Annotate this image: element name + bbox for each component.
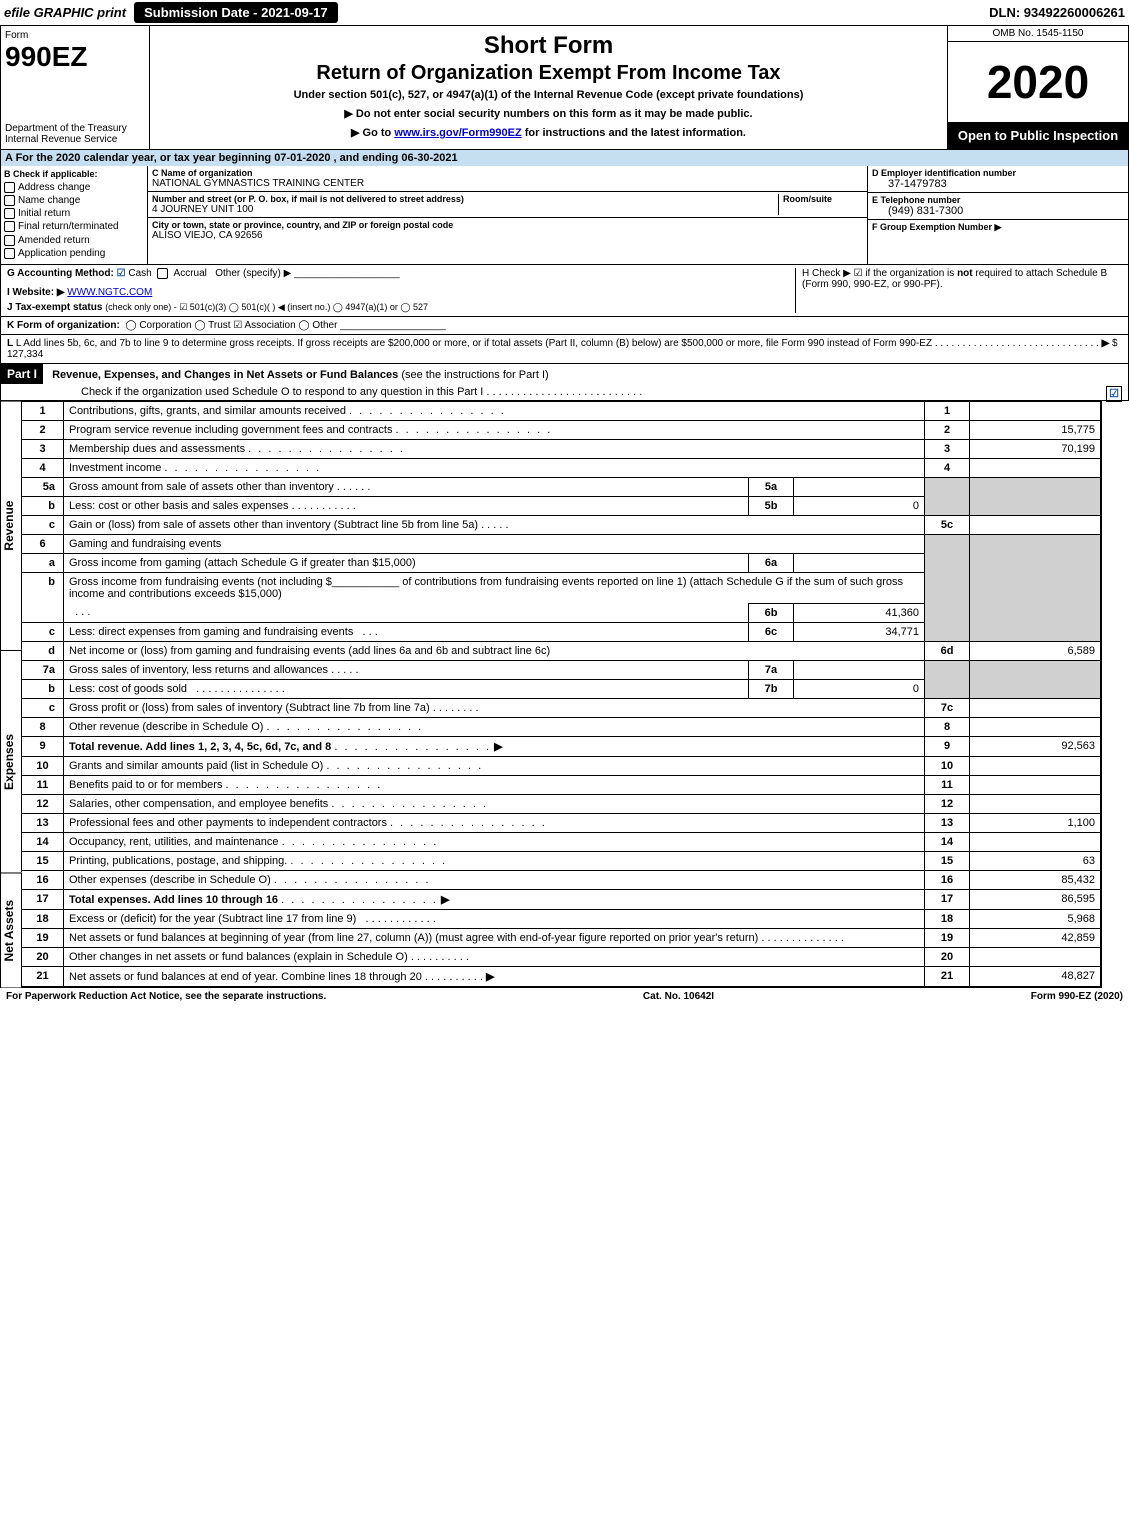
tax-year-row: A For the 2020 calendar year, or tax yea…: [0, 150, 1129, 166]
chk-final-return[interactable]: Final return/terminated: [4, 221, 144, 232]
line-8: 8Other revenue (describe in Schedule O) …: [22, 717, 1101, 736]
line-1: 1Contributions, gifts, grants, and simil…: [22, 401, 1101, 420]
part1-table-wrapper: Revenue Expenses Net Assets 1Contributio…: [0, 401, 1102, 988]
chk-address-change[interactable]: Address change: [4, 182, 144, 193]
section-i: I Website: ▶ WWW.NGTC.COM: [7, 287, 795, 298]
line-21: 21Net assets or fund balances at end of …: [22, 966, 1101, 986]
line-6b: bGross income from fundraising events (n…: [22, 572, 1101, 603]
footer-left: For Paperwork Reduction Act Notice, see …: [6, 991, 326, 1002]
side-label-netassets: Net Assets: [1, 872, 22, 987]
line-5b: bLess: cost or other basis and sales exp…: [22, 496, 1101, 515]
line-3: 3Membership dues and assessments 370,199: [22, 439, 1101, 458]
line-20: 20Other changes in net assets or fund ba…: [22, 947, 1101, 966]
line-15: 15Printing, publications, postage, and s…: [22, 851, 1101, 870]
section-l: L L Add lines 5b, 6c, and 7b to line 9 t…: [1, 335, 1128, 363]
page-footer: For Paperwork Reduction Act Notice, see …: [0, 988, 1129, 1005]
line-7b: bLess: cost of goods sold . . . . . . . …: [22, 679, 1101, 698]
part1-header: Part I Revenue, Expenses, and Changes in…: [0, 364, 1129, 401]
side-label-expenses: Expenses: [1, 650, 22, 872]
sections-d-e-f: D Employer identification number 37-1479…: [868, 166, 1128, 264]
line-6d: dNet income or (loss) from gaming and fu…: [22, 641, 1101, 660]
chk-initial-return[interactable]: Initial return: [4, 208, 144, 219]
city-state-zip: ALISO VIEJO, CA 92656: [152, 230, 863, 241]
row-g-h: G Accounting Method: ☑ Cash Accrual Othe…: [1, 265, 1128, 317]
part1-table: 1Contributions, gifts, grants, and simil…: [22, 401, 1101, 987]
line-17: 17Total expenses. Add lines 10 through 1…: [22, 889, 1101, 909]
irs-link[interactable]: www.irs.gov/Form990EZ: [394, 127, 521, 139]
tax-year: 2020: [948, 42, 1128, 122]
section-b-title: B Check if applicable:: [4, 169, 144, 179]
irs-label: Internal Revenue Service: [5, 134, 145, 145]
form-header: Form 990EZ Department of the Treasury In…: [0, 26, 1129, 150]
line-5a: 5aGross amount from sale of assets other…: [22, 477, 1101, 496]
ein: 37-1479783: [872, 178, 1124, 190]
line-10: 10Grants and similar amounts paid (list …: [22, 756, 1101, 775]
line-13: 13Professional fees and other payments t…: [22, 813, 1101, 832]
title-return: Return of Organization Exempt From Incom…: [158, 62, 939, 85]
section-g: G Accounting Method: ☑ Cash Accrual Othe…: [7, 268, 795, 313]
subtitle: Under section 501(c), 527, or 4947(a)(1)…: [158, 89, 939, 101]
line-2: 2Program service revenue including gover…: [22, 420, 1101, 439]
line-7c: cGross profit or (loss) from sales of in…: [22, 698, 1101, 717]
line-16: 16Other expenses (describe in Schedule O…: [22, 870, 1101, 889]
line-9: 9Total revenue. Add lines 1, 2, 3, 4, 5c…: [22, 736, 1101, 756]
top-bar: efile GRAPHIC print Submission Date - 20…: [0, 0, 1129, 26]
chk-amended[interactable]: Amended return: [4, 235, 144, 246]
efile-label: efile GRAPHIC print: [4, 5, 126, 20]
footer-form: Form 990-EZ (2020): [1031, 991, 1123, 1002]
line-11: 11Benefits paid to or for members 11: [22, 775, 1101, 794]
line-6: 6Gaming and fundraising events: [22, 534, 1101, 553]
part-label: Part I: [1, 364, 43, 384]
footer-cat: Cat. No. 10642I: [643, 991, 714, 1002]
section-h: H Check ▶ ☑ if the organization is not r…: [795, 268, 1122, 313]
cash-checked: ☑: [117, 268, 129, 279]
line-6a: aGross income from gaming (attach Schedu…: [22, 553, 1101, 572]
submission-date-pill: Submission Date - 2021-09-17: [134, 2, 338, 23]
dln-number: DLN: 93492260006261: [989, 5, 1125, 20]
city-row: City or town, state or province, country…: [148, 218, 867, 243]
section-j: J Tax-exempt status (check only one) - ☑…: [7, 302, 795, 313]
side-labels: Revenue Expenses Net Assets: [1, 401, 22, 987]
meta-block: G Accounting Method: ☑ Cash Accrual Othe…: [0, 265, 1129, 364]
accrual-box[interactable]: [157, 268, 168, 279]
header-right: OMB No. 1545-1150 2020 Open to Public In…: [947, 26, 1128, 149]
line-5c: cGain or (loss) from sale of assets othe…: [22, 515, 1101, 534]
schedule-o-checkbox[interactable]: ☑: [1106, 386, 1122, 402]
line-7a: 7aGross sales of inventory, less returns…: [22, 660, 1101, 679]
title-short-form: Short Form: [158, 32, 939, 60]
telephone: (949) 831-7300: [872, 205, 1124, 217]
section-f: F Group Exemption Number ▶: [868, 220, 1128, 235]
website-link[interactable]: WWW.NGTC.COM: [67, 287, 152, 298]
line-6c: cLess: direct expenses from gaming and f…: [22, 622, 1101, 641]
line-18: 18Excess or (deficit) for the year (Subt…: [22, 909, 1101, 928]
line-19: 19Net assets or fund balances at beginni…: [22, 928, 1101, 947]
street-address: 4 JOURNEY UNIT 100: [152, 204, 778, 215]
section-b: B Check if applicable: Address change Na…: [1, 166, 148, 264]
section-d: D Employer identification number 37-1479…: [868, 166, 1128, 193]
dept-treasury: Department of the Treasury: [5, 123, 145, 134]
section-c: C Name of organization NATIONAL GYMNASTI…: [148, 166, 868, 264]
org-name: NATIONAL GYMNASTICS TRAINING CENTER: [152, 178, 863, 189]
form-word: Form: [5, 30, 145, 41]
entity-block: B Check if applicable: Address change Na…: [0, 166, 1129, 265]
header-center: Short Form Return of Organization Exempt…: [150, 26, 947, 149]
org-name-row: C Name of organization NATIONAL GYMNASTI…: [148, 166, 867, 192]
form-number: 990EZ: [5, 41, 145, 73]
omb-number: OMB No. 1545-1150: [948, 26, 1128, 42]
line-6b-amt: . . .6b41,360: [22, 603, 1101, 622]
section-k: K Form of organization: ◯ Corporation ◯ …: [1, 317, 1128, 335]
header-left: Form 990EZ Department of the Treasury In…: [1, 26, 150, 149]
line-14: 14Occupancy, rent, utilities, and mainte…: [22, 832, 1101, 851]
chk-pending[interactable]: Application pending: [4, 248, 144, 259]
open-to-public: Open to Public Inspection: [948, 122, 1128, 149]
line-12: 12Salaries, other compensation, and empl…: [22, 794, 1101, 813]
chk-name-change[interactable]: Name change: [4, 195, 144, 206]
section-e: E Telephone number (949) 831-7300: [868, 193, 1128, 220]
notice-goto: ▶ Go to www.irs.gov/Form990EZ for instru…: [158, 126, 939, 139]
notice-ssn: ▶ Do not enter social security numbers o…: [158, 107, 939, 120]
street-row: Number and street (or P. O. box, if mail…: [148, 192, 867, 218]
line-4: 4Investment income 4: [22, 458, 1101, 477]
side-label-revenue: Revenue: [1, 401, 22, 650]
